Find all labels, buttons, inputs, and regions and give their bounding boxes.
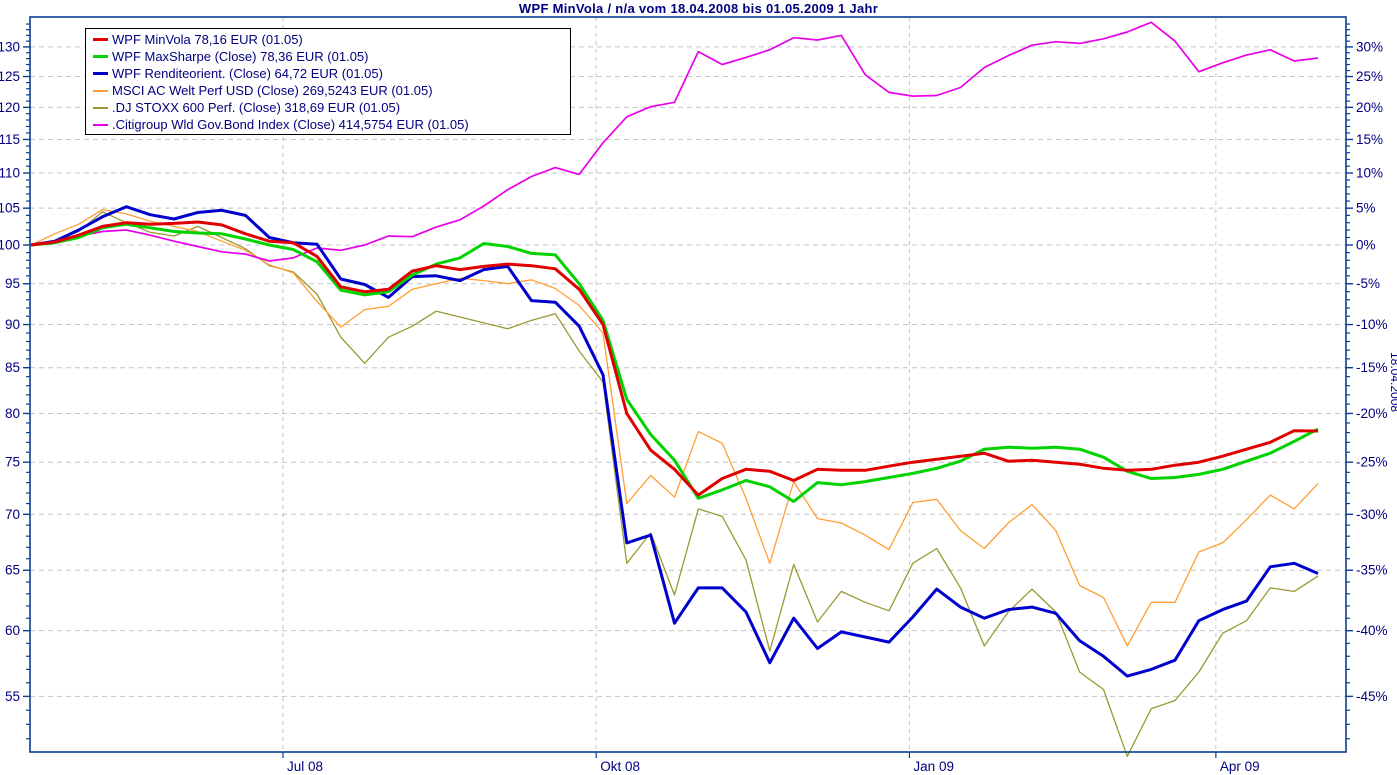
y-axis-left-label: 60 <box>5 623 20 638</box>
plot-frame <box>29 16 1347 753</box>
y-axis-left-label: 80 <box>5 406 20 421</box>
legend-item-label: WPF MaxSharpe (Close) 78,36 EUR (01.05) <box>112 49 369 64</box>
y-axis-right-label: 20% <box>1356 100 1383 115</box>
series-line-dj-stoxx-600-perf-close <box>30 211 1319 757</box>
legend-item-minvola: WPF MinVola 78,16 EUR (01.05) <box>86 31 570 48</box>
legend-item-renditeorient: WPF Renditeorient. (Close) 64,72 EUR (01… <box>86 65 570 82</box>
y-axis-right-label: -25% <box>1356 455 1388 470</box>
y-axis-right-label: -35% <box>1356 563 1388 578</box>
series-line-wpf-renditeorient-close <box>30 205 1319 678</box>
x-axis-tick-label: Jul 08 <box>287 759 323 774</box>
legend: WPF MinVola 78,16 EUR (01.05) WPF MaxSha… <box>85 28 571 135</box>
y-axis-right-label: -40% <box>1356 623 1388 638</box>
y-axis-right-label: 10% <box>1356 166 1383 181</box>
legend-item-citigroup: .Citigroup Wld Gov.Bond Index (Close) 41… <box>86 116 570 133</box>
y-axis-left-label: 120 <box>0 100 20 115</box>
series-line-wpf-minvola <box>30 220 1319 497</box>
y-axis-right-label: 25% <box>1356 69 1383 84</box>
djstoxx-color-swatch <box>93 106 108 109</box>
legend-item-djstoxx: .DJ STOXX 600 Perf. (Close) 318,69 EUR (… <box>86 99 570 116</box>
y-axis-right-label: 5% <box>1356 201 1376 216</box>
y-axis-left-label: 55 <box>5 689 20 704</box>
start-date-annotation: 18.04.2008 <box>1388 352 1397 412</box>
x-axis-tick-label: Apr 09 <box>1220 759 1260 774</box>
y-axis-right-label: 15% <box>1356 132 1383 147</box>
y-axis-left-label: 110 <box>0 166 20 181</box>
y-axis-left-label: 75 <box>5 455 20 470</box>
citigroup-color-swatch <box>93 123 108 126</box>
msci-color-swatch <box>93 89 108 92</box>
y-axis-left-label: 130 <box>0 39 20 54</box>
y-axis-left-label: 125 <box>0 69 20 84</box>
legend-item-msci: MSCI AC Welt Perf USD (Close) 269,5243 E… <box>86 82 570 99</box>
maxsharpe-color-swatch <box>93 55 108 58</box>
y-axis-right-label: -30% <box>1356 507 1388 522</box>
y-axis-right-label: -15% <box>1356 360 1388 375</box>
y-axis-right-label: -10% <box>1356 317 1388 332</box>
series-line-msci-ac-welt-perf-usd-close <box>30 208 1319 647</box>
renditeorient-color-swatch <box>93 72 108 75</box>
y-axis-left-label: 65 <box>5 563 20 578</box>
legend-item-label: WPF Renditeorient. (Close) 64,72 EUR (01… <box>112 66 383 81</box>
y-axis-left-label: 70 <box>5 507 20 522</box>
series-line-wpf-maxsharpe-close <box>30 222 1319 503</box>
x-axis-tick-label: Jan 09 <box>913 759 954 774</box>
y-axis-left-label: 115 <box>0 132 20 147</box>
x-axis-tick-label: Okt 08 <box>600 759 640 774</box>
y-axis-right-label: -20% <box>1356 406 1388 421</box>
y-axis-right-label: 0% <box>1356 238 1376 253</box>
y-axis-left-label: 100 <box>0 238 20 253</box>
legend-item-label: WPF MinVola 78,16 EUR (01.05) <box>112 32 303 47</box>
y-axis-right-label: -5% <box>1356 276 1380 291</box>
legend-item-label: MSCI AC Welt Perf USD (Close) 269,5243 E… <box>112 83 433 98</box>
minvola-color-swatch <box>93 38 108 41</box>
y-axis-left-label: 105 <box>0 201 20 216</box>
series-line-citigroup-wld-gov-bond-index-close <box>30 21 1319 262</box>
y-axis-left-label: 95 <box>5 276 20 291</box>
y-axis-right-label: -45% <box>1356 689 1388 704</box>
chart-title: WPF MinVola / n/a vom 18.04.2008 bis 01.… <box>518 1 879 16</box>
y-axis-left-label: 85 <box>5 360 20 375</box>
legend-item-label: .DJ STOXX 600 Perf. (Close) 318,69 EUR (… <box>112 100 401 115</box>
legend-item-maxsharpe: WPF MaxSharpe (Close) 78,36 EUR (01.05) <box>86 48 570 65</box>
y-axis-left-label: 90 <box>5 317 20 332</box>
y-axis-right-label: 30% <box>1356 39 1383 54</box>
legend-item-label: .Citigroup Wld Gov.Bond Index (Close) 41… <box>112 117 469 132</box>
